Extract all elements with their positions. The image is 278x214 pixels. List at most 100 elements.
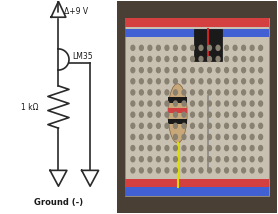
FancyBboxPatch shape xyxy=(125,18,269,196)
Circle shape xyxy=(250,79,254,84)
Circle shape xyxy=(165,45,169,50)
Circle shape xyxy=(250,123,254,128)
Circle shape xyxy=(157,134,160,140)
Circle shape xyxy=(165,146,169,151)
Circle shape xyxy=(242,101,245,106)
Circle shape xyxy=(173,56,177,62)
Circle shape xyxy=(242,157,245,162)
Circle shape xyxy=(242,90,245,95)
Circle shape xyxy=(233,123,237,128)
Circle shape xyxy=(250,112,254,117)
Circle shape xyxy=(233,146,237,151)
Circle shape xyxy=(190,168,194,173)
Circle shape xyxy=(148,112,152,117)
Circle shape xyxy=(225,146,229,151)
Circle shape xyxy=(140,123,143,128)
Circle shape xyxy=(242,112,245,117)
Circle shape xyxy=(208,168,212,173)
Circle shape xyxy=(250,68,254,73)
Circle shape xyxy=(173,112,177,117)
Circle shape xyxy=(157,112,160,117)
Circle shape xyxy=(233,101,237,106)
Ellipse shape xyxy=(168,84,187,143)
Circle shape xyxy=(173,157,177,162)
Circle shape xyxy=(165,79,169,84)
Circle shape xyxy=(225,134,229,140)
Circle shape xyxy=(182,79,186,84)
Circle shape xyxy=(140,56,143,62)
Circle shape xyxy=(182,112,186,117)
Circle shape xyxy=(182,45,186,50)
Circle shape xyxy=(216,101,220,106)
Circle shape xyxy=(148,101,152,106)
Circle shape xyxy=(157,123,160,128)
Text: Δ+9 V: Δ+9 V xyxy=(64,7,88,16)
Circle shape xyxy=(182,68,186,73)
Circle shape xyxy=(131,123,135,128)
Circle shape xyxy=(250,157,254,162)
Circle shape xyxy=(148,123,152,128)
Circle shape xyxy=(259,168,262,173)
Circle shape xyxy=(157,101,160,106)
Circle shape xyxy=(216,68,220,73)
Circle shape xyxy=(259,79,262,84)
Circle shape xyxy=(165,101,169,106)
Circle shape xyxy=(242,45,245,50)
Circle shape xyxy=(148,168,152,173)
Circle shape xyxy=(199,68,203,73)
FancyBboxPatch shape xyxy=(168,108,187,113)
Circle shape xyxy=(216,146,220,151)
Circle shape xyxy=(225,168,229,173)
Circle shape xyxy=(157,68,160,73)
FancyBboxPatch shape xyxy=(168,98,187,103)
Circle shape xyxy=(148,79,152,84)
Circle shape xyxy=(140,90,143,95)
Circle shape xyxy=(199,157,203,162)
Circle shape xyxy=(208,112,212,117)
Circle shape xyxy=(208,56,212,62)
Circle shape xyxy=(140,168,143,173)
Circle shape xyxy=(259,134,262,140)
Circle shape xyxy=(199,45,203,50)
Circle shape xyxy=(225,90,229,95)
Circle shape xyxy=(148,56,152,62)
Circle shape xyxy=(173,79,177,84)
Circle shape xyxy=(148,90,152,95)
Circle shape xyxy=(199,79,203,84)
Circle shape xyxy=(165,134,169,140)
Circle shape xyxy=(233,45,237,50)
Circle shape xyxy=(182,157,186,162)
Circle shape xyxy=(259,123,262,128)
Circle shape xyxy=(208,134,212,140)
Circle shape xyxy=(131,45,135,50)
Circle shape xyxy=(131,112,135,117)
Circle shape xyxy=(216,56,220,62)
Circle shape xyxy=(140,45,143,50)
Circle shape xyxy=(259,90,262,95)
Circle shape xyxy=(250,168,254,173)
Circle shape xyxy=(173,45,177,50)
FancyBboxPatch shape xyxy=(125,187,269,196)
FancyBboxPatch shape xyxy=(117,1,277,213)
Circle shape xyxy=(148,157,152,162)
Circle shape xyxy=(242,56,245,62)
Circle shape xyxy=(190,123,194,128)
Circle shape xyxy=(199,168,203,173)
Circle shape xyxy=(242,168,245,173)
Circle shape xyxy=(148,134,152,140)
Circle shape xyxy=(165,123,169,128)
Circle shape xyxy=(190,101,194,106)
Circle shape xyxy=(140,79,143,84)
Circle shape xyxy=(173,134,177,140)
Circle shape xyxy=(216,157,220,162)
Circle shape xyxy=(190,157,194,162)
FancyBboxPatch shape xyxy=(125,29,269,37)
Circle shape xyxy=(165,168,169,173)
Circle shape xyxy=(216,90,220,95)
Circle shape xyxy=(190,90,194,95)
Circle shape xyxy=(242,68,245,73)
Circle shape xyxy=(250,134,254,140)
Circle shape xyxy=(233,157,237,162)
Circle shape xyxy=(250,45,254,50)
Circle shape xyxy=(208,90,212,95)
